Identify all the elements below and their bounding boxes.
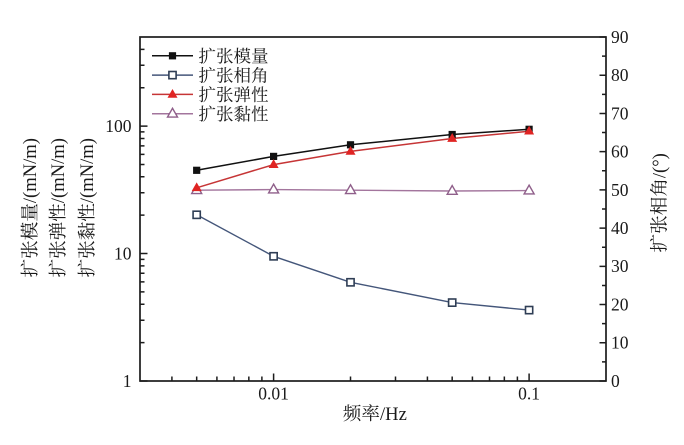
svg-text:/Hz: /Hz [380, 404, 407, 425]
svg-text:30: 30 [611, 256, 629, 276]
svg-text:0.01: 0.01 [258, 384, 289, 404]
svg-text:100: 100 [105, 116, 132, 136]
svg-text:10: 10 [611, 333, 629, 353]
svg-text:0.1: 0.1 [518, 384, 540, 404]
svg-text:/(mN/m): /(mN/m) [48, 138, 69, 203]
svg-text:40: 40 [611, 218, 629, 238]
svg-text:/(°): /(°) [650, 153, 671, 178]
svg-text:20: 20 [611, 294, 629, 314]
svg-text:/(mN/m): /(mN/m) [77, 138, 98, 203]
svg-text:/(mN/m): /(mN/m) [20, 138, 41, 203]
svg-text:60: 60 [611, 142, 629, 162]
svg-text:50: 50 [611, 180, 629, 200]
svg-text:10: 10 [114, 243, 132, 263]
svg-text:80: 80 [611, 65, 629, 85]
svg-text:1: 1 [123, 371, 132, 391]
svg-text:70: 70 [611, 103, 629, 123]
svg-text:0: 0 [611, 371, 620, 391]
svg-text:90: 90 [611, 27, 629, 47]
